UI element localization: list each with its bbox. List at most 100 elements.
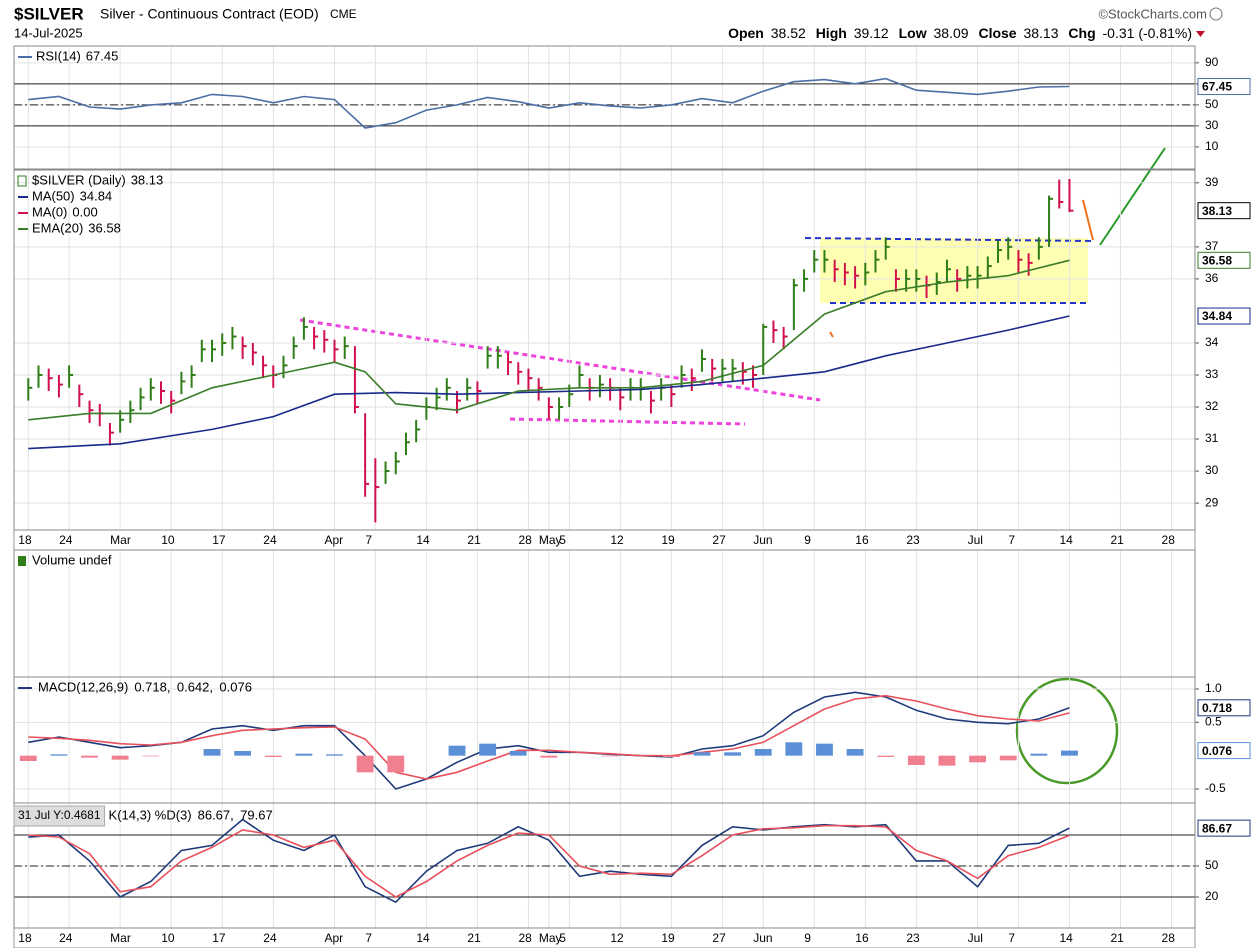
x-axis-band [13, 927, 1196, 948]
cursor-readout-box [13, 805, 106, 827]
legend-value: 67.45 [86, 48, 119, 63]
histogram-bar [295, 753, 313, 756]
trend-line [299, 318, 821, 402]
brand: ©StockCharts.com [1098, 6, 1207, 21]
histogram-bar [234, 751, 252, 756]
legend-value: 0.718 [134, 679, 167, 694]
histogram-bar [969, 755, 987, 763]
value-box [1197, 202, 1251, 220]
histogram-bar [509, 751, 527, 756]
x-tick-label: 16 [855, 931, 869, 945]
legend-value: 0.00 [72, 204, 97, 219]
histogram-bar [448, 745, 466, 756]
x-tick-label: 16 [855, 533, 869, 547]
x-tick-label: May [539, 931, 562, 945]
date: 14-Jul-2025 [14, 25, 83, 40]
high-label: High [816, 25, 847, 41]
high: 39.12 [854, 25, 889, 41]
histogram-bar [999, 755, 1017, 761]
x-tick-label: May [539, 533, 562, 547]
x-tick-label: 12 [610, 931, 624, 945]
histogram-bar [356, 755, 374, 773]
x-tick-label: 10 [161, 533, 175, 547]
value-box [1197, 699, 1251, 717]
histogram-bar [540, 755, 558, 758]
low: 38.09 [934, 25, 969, 41]
consolidation-box [820, 238, 1088, 303]
x-tick-label: 14 [416, 931, 430, 945]
legend-icon [17, 175, 27, 187]
legend-icon [18, 556, 26, 566]
x-tick-label: 7 [365, 931, 372, 945]
chg: -0.31 (-0.81%) [1103, 25, 1192, 41]
legend-label: Volume undef [32, 552, 112, 567]
histogram-bar [19, 755, 37, 761]
open: 38.52 [771, 25, 806, 41]
close-label: Close [978, 25, 1016, 41]
x-tick-label: 14 [1059, 931, 1073, 945]
value-box-label: 0.718 [1202, 701, 1232, 715]
x-tick-label: 19 [661, 931, 675, 945]
histogram-bar [724, 752, 742, 756]
legend-separator: , [167, 679, 174, 694]
legend-separator: , [230, 807, 237, 822]
panel-border [13, 802, 1196, 929]
histogram-bar [81, 755, 98, 758]
x-tick-label: 19 [661, 533, 675, 547]
x-tick-label: Mar [110, 931, 131, 945]
histogram-bar [1061, 750, 1078, 756]
x-axis-band [13, 529, 1196, 551]
series-line [28, 259, 1070, 421]
x-tick-label: 5 [559, 533, 566, 547]
x-tick-label: 7 [365, 533, 372, 547]
legend-label: RSI(14) [36, 48, 81, 63]
value-box-label: 36.58 [1202, 253, 1232, 267]
description: Silver - Continuous Contract (EOD) [100, 6, 319, 22]
low-label: Low [899, 25, 927, 41]
x-tick-label: 21 [1110, 533, 1124, 547]
panel-border [13, 45, 1196, 170]
y-tick-label: 29 [1205, 495, 1219, 509]
value-box [1197, 742, 1251, 760]
series-line [28, 315, 1070, 450]
legend-value: 0.642 [177, 679, 210, 694]
cursor-readout: 31 Jul Y:0.4681 [18, 808, 101, 822]
down-arrow [1196, 31, 1205, 37]
exchange: CME [330, 7, 357, 21]
histogram-bar [816, 743, 833, 756]
chg-label: Chg [1068, 25, 1095, 41]
y-tick-label: 39 [1205, 175, 1219, 189]
legend-label: MA(0) [32, 204, 67, 219]
legend-value: 0.076 [219, 679, 252, 694]
x-tick-label: Jul [968, 533, 983, 547]
x-tick-label: 27 [712, 533, 726, 547]
legend-separator: , [209, 679, 216, 694]
legend-value: 34.84 [80, 188, 113, 203]
x-tick-label: 24 [263, 931, 277, 945]
histogram-bar [785, 742, 803, 756]
x-tick-label: 14 [416, 533, 430, 547]
settings-icon[interactable] [1209, 7, 1223, 21]
histogram-bar [50, 754, 68, 756]
histogram-bar [264, 755, 282, 757]
histogram-bar [877, 755, 895, 757]
x-tick-label: 28 [1162, 931, 1176, 945]
y-tick-label: 0.5 [1205, 715, 1222, 729]
series-line [28, 77, 1070, 129]
legend-value: 38.13 [131, 172, 164, 187]
y-tick-label: 33 [1205, 367, 1219, 381]
y-tick-label: 1.0 [1205, 681, 1222, 695]
x-tick-label: 18 [18, 931, 32, 945]
x-tick-label: 28 [518, 931, 532, 945]
value-box [1197, 307, 1251, 325]
series-line [28, 691, 1070, 790]
resistance-line [804, 237, 1093, 242]
legend-value: 86.67 [198, 807, 231, 822]
x-tick-label: 21 [467, 931, 481, 945]
value-box-label: 34.84 [1202, 309, 1232, 323]
pullback-mark [829, 331, 834, 338]
y-tick-label: 30 [1205, 463, 1219, 477]
series-line [28, 824, 1070, 898]
